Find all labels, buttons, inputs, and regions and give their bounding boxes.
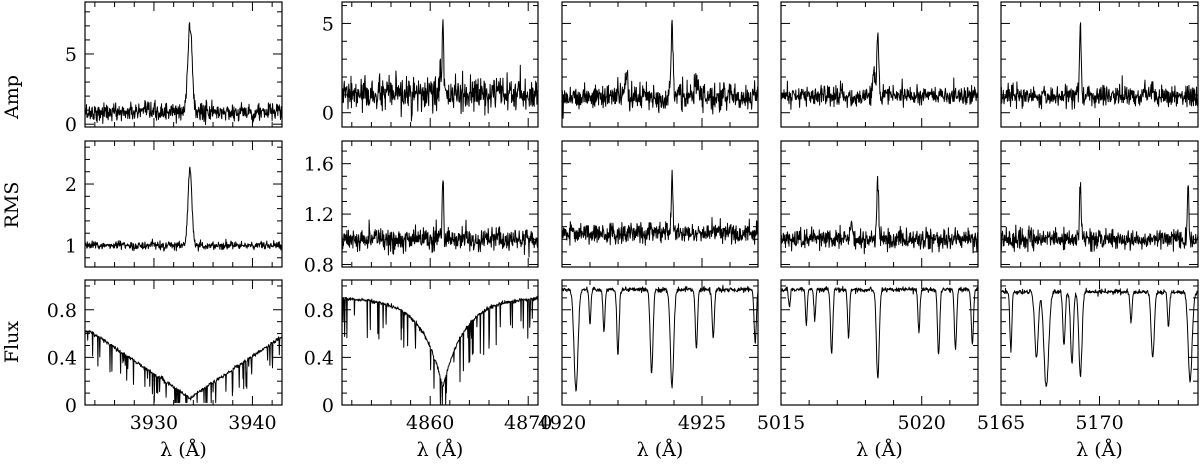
spectrum-trace-rms-col5	[1000, 182, 1199, 253]
panel-flux-col5	[1000, 279, 1199, 406]
spectrum-trace-flux-col4	[780, 285, 979, 379]
y-tick-label: 1	[65, 235, 77, 257]
panel-frame	[341, 1, 539, 128]
row-label-rms: RMS	[1, 182, 23, 229]
spectrum-trace-rms-col4	[780, 175, 979, 255]
panel-rms-col1: 12	[65, 140, 283, 268]
panel-frame	[1000, 140, 1199, 268]
x-axis-label: λ (Å)	[1076, 439, 1123, 461]
panel-frame	[780, 279, 979, 406]
panel-flux-col2: 0 0.4 0.8	[304, 279, 539, 417]
panel-frame	[341, 140, 539, 268]
y-tick-label: 5	[65, 44, 77, 66]
x-axis-label: λ (Å)	[417, 439, 464, 461]
x-axis-label: λ (Å)	[856, 439, 903, 461]
panel-frame	[561, 279, 759, 406]
spectrum-trace-flux-col3	[561, 284, 759, 392]
panel-amp-col2: 05	[322, 1, 539, 128]
panel-rms-col3	[561, 140, 759, 268]
panel-amp-col3	[561, 1, 759, 128]
y-tick-label: 0	[322, 103, 334, 125]
y-tick-label: 0	[65, 114, 77, 136]
panel-amp-col5	[1000, 1, 1199, 128]
panel-frame	[780, 140, 979, 268]
y-tick-label: 0.4	[304, 347, 334, 369]
x-tick-label: 3930	[130, 412, 178, 434]
row-label-amp: Amp	[1, 75, 23, 120]
panel-flux-col3	[561, 279, 759, 406]
spectrum-trace-rms-col2	[341, 180, 539, 258]
x-axis-label: λ (Å)	[637, 439, 684, 461]
spectrum-trace-flux-col5	[1000, 287, 1199, 387]
panel-frame	[1000, 1, 1199, 128]
panel-frame	[84, 140, 283, 268]
row-label-flux: Flux	[1, 321, 23, 363]
x-tick-label: 4925	[678, 412, 726, 434]
spectrum-trace-amp-col4	[780, 32, 979, 110]
x-tick-label: 4870	[504, 412, 552, 434]
spectrum-trace-flux-col1	[84, 330, 283, 404]
panel-rms-col5	[1000, 140, 1199, 268]
spectrum-trace-amp-col5	[1000, 22, 1199, 110]
spectrum-trace-amp-col3	[561, 19, 759, 119]
panel-frame	[561, 1, 759, 128]
x-tick-label: 5020	[898, 412, 946, 434]
panel-rms-col4	[780, 140, 979, 268]
y-tick-label: 1.6	[304, 154, 334, 176]
panel-frame	[1000, 279, 1199, 406]
panel-amp-col4	[780, 1, 979, 128]
spectrum-trace-rms-col1	[84, 166, 283, 252]
y-tick-label: 0	[322, 395, 334, 417]
spectrum-trace-amp-col2	[341, 19, 539, 122]
spectrum-trace-rms-col3	[561, 169, 759, 246]
panel-rms-col2: 0.8 1.2 1.6	[304, 140, 539, 276]
y-tick-label: 0.8	[304, 300, 334, 322]
panel-frame	[780, 1, 979, 128]
panel-frame	[561, 140, 759, 268]
x-tick-label: 4920	[538, 412, 586, 434]
x-tick-label: 5170	[1075, 412, 1123, 434]
y-tick-label: 0.8	[304, 254, 334, 276]
panel-frame	[84, 279, 283, 406]
x-tick-label: 5015	[757, 412, 805, 434]
x-tick-label: 3940	[228, 412, 276, 434]
spectrum-trace-amp-col1	[84, 22, 283, 126]
panel-flux-col1: 0 0.4 0.8	[47, 279, 283, 417]
x-tick-label: 4860	[406, 412, 454, 434]
y-tick-label: 0	[65, 395, 77, 417]
panel-flux-col4	[780, 279, 979, 406]
spectrum-trace-flux-col2	[341, 295, 539, 406]
y-tick-label: 0.8	[47, 300, 77, 322]
x-tick-label: 5165	[977, 412, 1025, 434]
y-tick-label: 2	[65, 174, 77, 196]
y-tick-label: 1.2	[304, 204, 334, 226]
panel-frame	[84, 1, 283, 128]
y-tick-label: 5	[322, 13, 334, 35]
panel-amp-col1: 05	[65, 1, 283, 136]
y-tick-label: 0.4	[47, 347, 77, 369]
x-axis-label: λ (Å)	[160, 439, 207, 461]
